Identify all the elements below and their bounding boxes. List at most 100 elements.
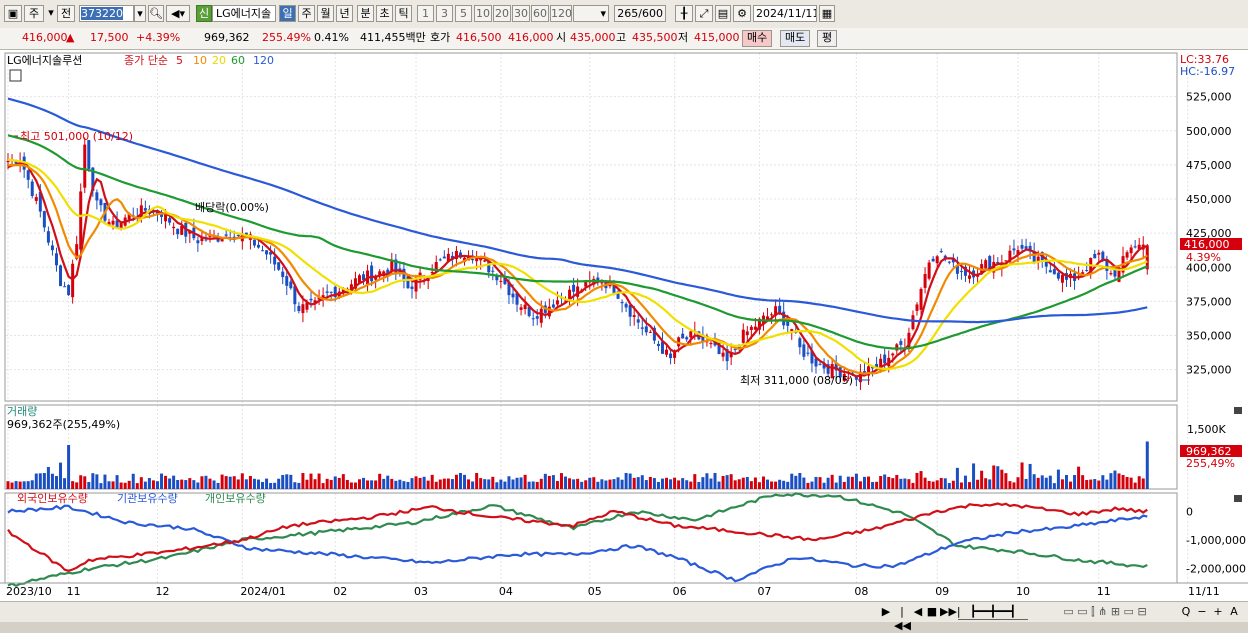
date-tick-label: 12 xyxy=(155,585,169,598)
volume-bar xyxy=(774,481,778,489)
stock-name-field[interactable]: LG에너지솔 xyxy=(212,5,276,22)
candle xyxy=(984,260,988,269)
stop-button[interactable]: ■ xyxy=(926,605,938,618)
top-toolbar: ▣ 주 ▾ 전 373220 ▾ 🔍︎ ◀▾ 신 LG에너지솔 일 주 월 년 … xyxy=(0,0,1248,29)
speaker-icon[interactable]: ◀▾ xyxy=(166,5,190,22)
volume-bar xyxy=(204,475,208,489)
candle xyxy=(931,258,935,262)
volume-bar xyxy=(899,478,903,489)
candle xyxy=(1133,246,1137,248)
volume-bar xyxy=(576,478,580,489)
gear-icon[interactable]: ⚙ xyxy=(733,5,751,22)
calendar-icon[interactable]: ▦ xyxy=(819,5,835,22)
zoom-in-button[interactable]: + xyxy=(1213,605,1223,618)
candle xyxy=(1056,272,1060,279)
sell-button[interactable]: 매도 xyxy=(780,30,811,47)
balance-button[interactable]: 평 xyxy=(817,30,838,47)
volume-bar xyxy=(826,477,830,489)
stock-code-input[interactable]: 373220 xyxy=(79,5,134,22)
table-toggle-icon[interactable] xyxy=(9,69,22,82)
candle xyxy=(652,327,656,341)
interval-30[interactable]: 30 xyxy=(512,5,530,22)
chevron-down-icon[interactable]: ▾ xyxy=(48,6,54,19)
volume-bar xyxy=(1133,482,1137,489)
volume-bar xyxy=(939,477,943,489)
interval-120[interactable]: 120 xyxy=(550,5,572,22)
volume-bar xyxy=(616,477,620,489)
volume-bar xyxy=(1064,475,1068,489)
zoom-icon[interactable]: Q xyxy=(1181,605,1191,618)
volume-panel-close-icon[interactable] xyxy=(1234,407,1242,414)
rewind-button[interactable]: |◀◀ xyxy=(894,605,911,632)
foreign-holdings-line xyxy=(7,502,1148,572)
current-price-tag-text: 416,000 xyxy=(1184,238,1230,251)
candle xyxy=(1101,251,1105,260)
candle xyxy=(685,337,689,340)
volume-bar xyxy=(135,483,139,489)
volume-bar xyxy=(414,476,418,489)
interval-custom-select[interactable]: ▾ xyxy=(573,5,609,22)
candle xyxy=(46,231,50,243)
candle xyxy=(285,276,289,286)
date-tick-label: 11/11 xyxy=(1188,585,1220,598)
tab-second[interactable]: 초 xyxy=(376,5,393,22)
period-select[interactable]: 주 xyxy=(24,5,44,22)
interval-10[interactable]: 10 xyxy=(474,5,492,22)
volume-bar xyxy=(766,479,770,489)
tab-minute[interactable]: 분 xyxy=(357,5,374,22)
volume-bar xyxy=(212,480,216,489)
volume-bar xyxy=(1020,462,1024,489)
ma-legend: 종가 단순 5 10 20 60 120 xyxy=(124,54,274,67)
candle xyxy=(883,354,887,364)
step-back-button[interactable]: ◀ xyxy=(913,605,923,618)
tool-icons[interactable]: ▭ ▭ ⫿ ⋔ ⊞ ▭ ⊟ xyxy=(1063,605,1147,618)
buy-button[interactable]: 매수 xyxy=(742,30,773,47)
volume-bar xyxy=(382,478,386,489)
volume-bar xyxy=(875,481,879,489)
interval-1[interactable]: 1 xyxy=(417,5,434,22)
candle xyxy=(349,284,353,292)
volume-panel: 거래량 969,362주(255,49%) 1,500K 969,362 255… xyxy=(4,404,1242,490)
search-icon[interactable]: 🔍︎ xyxy=(148,5,164,22)
interval-60[interactable]: 60 xyxy=(531,5,549,22)
candle xyxy=(155,211,159,215)
price-tick-label: 525,000 xyxy=(1186,91,1232,104)
interval-20[interactable]: 20 xyxy=(493,5,511,22)
play-button[interactable]: ▶ xyxy=(881,605,891,618)
date-field[interactable]: 2024/11/11 xyxy=(753,5,817,22)
tab-day[interactable]: 일 xyxy=(279,5,296,22)
tab-tick[interactable]: 틱 xyxy=(395,5,412,22)
scroll-slider[interactable]: ┣━━╋━━┫ xyxy=(958,605,1028,620)
volume-bar xyxy=(119,482,123,489)
volume-bar xyxy=(398,479,402,489)
tab-month[interactable]: 월 xyxy=(317,5,334,22)
volume-bar xyxy=(976,479,980,489)
volume-bar xyxy=(685,480,689,489)
candle xyxy=(438,259,442,261)
interval-5[interactable]: 5 xyxy=(455,5,472,22)
candle xyxy=(871,366,875,369)
candle xyxy=(656,343,660,347)
holdings-panel-close-icon[interactable] xyxy=(1234,495,1242,502)
crosshair-icon[interactable]: ⤢ xyxy=(695,5,713,22)
code-dropdown-icon[interactable]: ▾ xyxy=(134,5,146,22)
fast-forward-button[interactable]: ▶▶| xyxy=(940,605,961,618)
tab-week[interactable]: 주 xyxy=(298,5,315,22)
prev-button[interactable]: 전 xyxy=(57,5,75,22)
stock-chart[interactable]: 525,000 500,000 475,000 450,000 425,000 400,0… xyxy=(0,50,1248,601)
layout-icon[interactable]: ▣ xyxy=(4,5,22,22)
zoom-out-button[interactable]: − xyxy=(1197,605,1207,618)
candle-type-icon[interactable]: ╂ xyxy=(675,5,693,22)
volume-bar xyxy=(370,480,374,489)
date-tick-label: 07 xyxy=(757,585,771,598)
candle xyxy=(576,286,580,297)
save-icon[interactable]: ▤ xyxy=(715,5,731,22)
candle xyxy=(644,326,648,333)
tab-year[interactable]: 년 xyxy=(336,5,353,22)
volume-bar xyxy=(285,474,289,489)
candle xyxy=(596,277,600,282)
interval-3[interactable]: 3 xyxy=(436,5,453,22)
candle xyxy=(309,298,313,301)
count-field[interactable]: 265/600 xyxy=(614,5,666,22)
auto-scale-button[interactable]: A xyxy=(1230,605,1238,618)
